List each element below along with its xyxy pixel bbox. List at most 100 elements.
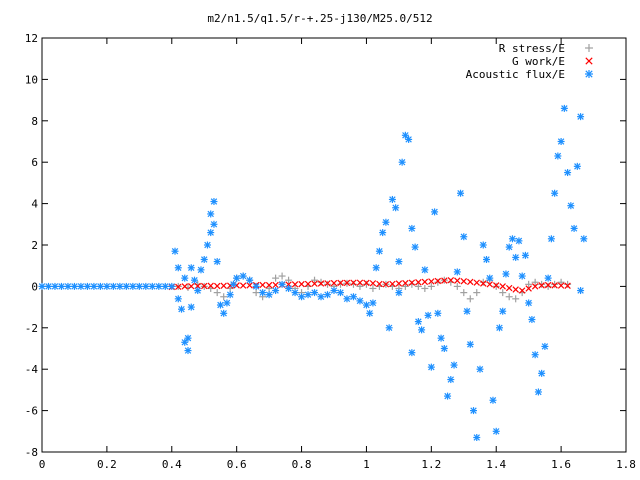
- y-tick-label: -4: [25, 363, 39, 376]
- data-point: [431, 208, 439, 216]
- data-point: [311, 276, 319, 284]
- data-point: [116, 282, 124, 290]
- data-point: [233, 274, 241, 282]
- data-point: [375, 247, 383, 255]
- y-tick-label: 2: [31, 239, 38, 252]
- x-tick-label: 1.4: [486, 458, 506, 471]
- data-point: [427, 363, 435, 371]
- y-tick-label: -2: [25, 322, 38, 335]
- data-point: [557, 278, 565, 286]
- data-point: [343, 279, 351, 287]
- data-point: [265, 291, 273, 299]
- data-point: [473, 289, 481, 297]
- data-point: [38, 282, 46, 290]
- data-point: [418, 326, 426, 334]
- data-point: [109, 282, 117, 290]
- data-point: [239, 272, 247, 280]
- data-point: [457, 189, 465, 197]
- data-point: [213, 258, 221, 266]
- data-point: [414, 318, 422, 326]
- data-point: [467, 278, 474, 286]
- data-point: [83, 282, 91, 290]
- data-point: [252, 282, 260, 290]
- data-marks: [38, 104, 588, 442]
- data-point: [395, 289, 403, 297]
- chart-title: m2/n1.5/q1.5/r-+.25-j130/M25.0/512: [207, 12, 432, 25]
- data-point: [324, 291, 332, 299]
- data-point: [479, 278, 487, 286]
- data-point: [64, 282, 72, 290]
- data-point: [401, 282, 409, 290]
- y-tick-label: -6: [25, 405, 38, 418]
- data-point: [395, 258, 403, 266]
- data-point: [505, 284, 513, 292]
- data-point: [207, 210, 215, 218]
- data-point: [207, 229, 215, 237]
- data-point: [382, 281, 390, 288]
- data-point: [174, 295, 182, 303]
- data-point: [441, 277, 448, 284]
- data-point: [181, 338, 189, 346]
- data-point: [174, 264, 182, 272]
- data-point: [369, 280, 377, 287]
- data-point: [187, 303, 195, 311]
- data-point: [188, 282, 195, 290]
- legend-marker: [585, 57, 593, 65]
- data-point: [298, 280, 305, 288]
- data-point: [372, 264, 380, 272]
- data-point: [239, 282, 247, 289]
- data-point: [505, 243, 513, 251]
- data-point: [388, 195, 396, 203]
- data-point: [336, 280, 344, 288]
- data-point: [259, 289, 267, 297]
- data-point: [531, 351, 539, 359]
- data-point: [473, 434, 481, 442]
- data-point: [547, 235, 555, 243]
- data-point: [203, 241, 211, 249]
- data-point: [70, 282, 78, 290]
- data-point: [356, 282, 364, 290]
- data-point: [317, 280, 325, 287]
- legend-label: G work/E: [512, 55, 565, 68]
- data-point: [499, 289, 507, 297]
- x-tick-label: 0.6: [227, 458, 247, 471]
- data-point: [577, 113, 585, 121]
- data-point: [246, 282, 253, 289]
- data-point: [96, 282, 104, 290]
- data-point: [460, 278, 468, 285]
- data-point: [226, 291, 234, 299]
- data-point: [343, 295, 351, 303]
- data-point: [557, 138, 565, 145]
- data-point: [142, 282, 150, 290]
- data-point: [200, 255, 208, 263]
- data-point: [573, 162, 581, 170]
- data-point: [479, 241, 487, 249]
- data-point: [463, 307, 471, 315]
- data-point: [551, 189, 559, 197]
- data-point: [499, 283, 506, 290]
- data-point: [518, 287, 526, 294]
- x-tick-label: 1: [363, 458, 370, 471]
- data-point: [161, 282, 169, 290]
- data-point: [577, 287, 585, 295]
- data-point: [411, 243, 419, 251]
- data-point: [278, 272, 286, 280]
- data-point: [369, 284, 377, 292]
- data-point: [272, 281, 279, 289]
- data-point: [434, 277, 442, 285]
- data-point: [356, 297, 364, 305]
- data-point: [181, 274, 189, 282]
- data-point: [278, 280, 286, 288]
- data-point: [541, 342, 549, 350]
- data-point: [486, 274, 494, 282]
- data-point: [317, 293, 325, 301]
- data-point: [531, 278, 539, 286]
- data-point: [216, 301, 224, 309]
- data-point: [512, 253, 520, 261]
- x-tick-label: 0.4: [162, 458, 182, 471]
- data-point: [259, 281, 266, 289]
- data-point: [210, 198, 218, 206]
- y-tick-label: 10: [25, 73, 38, 86]
- data-point: [181, 283, 188, 290]
